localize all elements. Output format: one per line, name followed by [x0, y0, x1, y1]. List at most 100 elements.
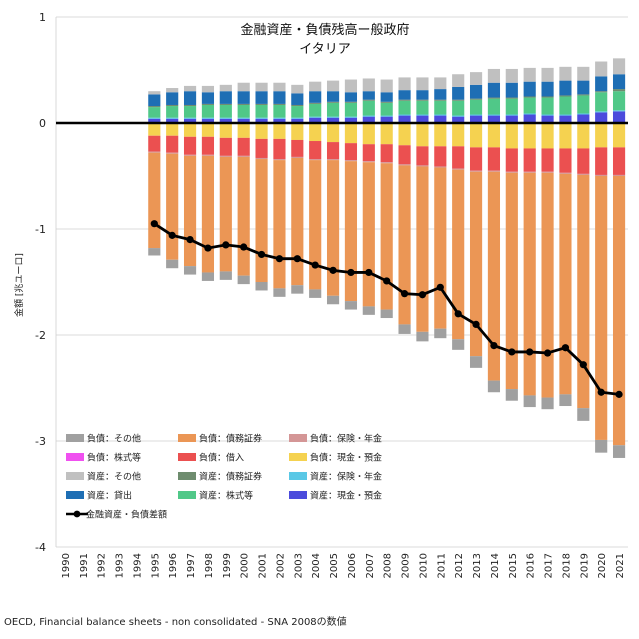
bar-segment	[362, 116, 375, 123]
bar-segment	[201, 118, 215, 123]
bar-segment	[469, 356, 483, 368]
bar-segment	[380, 79, 393, 93]
bar-segment	[434, 328, 447, 339]
bar-segment	[255, 282, 268, 291]
bar-segment	[344, 123, 358, 144]
bar-segment	[309, 159, 322, 161]
y-axis-label: 金額 [兆ユーロ]	[13, 253, 25, 317]
bar-segment	[577, 94, 590, 96]
bar-segment	[201, 117, 215, 119]
bar-segment	[434, 99, 447, 101]
legend-swatch	[289, 472, 307, 480]
bar-segment	[398, 165, 411, 325]
bar-segment	[469, 98, 483, 100]
bar-segment	[219, 104, 232, 118]
bar-segment	[219, 103, 232, 105]
bar-segment	[612, 147, 626, 175]
net-line-point	[347, 268, 355, 277]
bar-segment	[559, 123, 572, 149]
bar-segment	[362, 161, 375, 163]
x-tick-label: 2006	[347, 553, 358, 578]
bar-segment	[148, 151, 161, 153]
bar-segment	[166, 117, 179, 119]
x-tick-label: 2009	[401, 553, 412, 578]
bar-segment	[541, 115, 554, 123]
bar-segment	[291, 139, 304, 157]
bar-segment	[452, 100, 465, 116]
bar-segment	[434, 167, 447, 329]
bar-segment	[416, 77, 429, 91]
net-line-point	[293, 255, 301, 263]
bar-segment	[219, 156, 232, 272]
x-tick-label: 1996	[168, 553, 179, 578]
bar-segment	[416, 146, 429, 166]
bar-segment	[273, 104, 286, 118]
bar-segment	[577, 114, 590, 123]
legend-label: 金融資産・負債差額	[86, 509, 167, 521]
bar-segment	[237, 117, 250, 119]
bar-segment	[398, 77, 411, 91]
bar-segment	[291, 84, 304, 94]
bar-segment	[541, 148, 554, 172]
bar-segment	[201, 123, 215, 137]
x-tick-label: 2021	[615, 553, 626, 578]
x-tick-label: 2019	[579, 553, 590, 578]
bar-segment	[148, 94, 161, 107]
bar-segment	[487, 170, 501, 172]
bar-segment	[559, 173, 572, 395]
bar-segment	[362, 123, 375, 145]
bar-segment	[559, 66, 572, 81]
bar-segment	[398, 99, 411, 101]
x-tick-label: 1995	[150, 553, 161, 578]
bar-segment	[612, 176, 626, 446]
x-tick-label: 2016	[526, 553, 537, 578]
bar-segment	[434, 123, 447, 147]
bar-segment	[416, 165, 429, 167]
bar-segment	[183, 117, 197, 119]
bar-segment	[344, 117, 358, 123]
bar-segment	[612, 174, 626, 176]
bar-segment	[237, 104, 250, 118]
legend-label: 負債：保険・年金	[310, 433, 382, 445]
bar-segment	[273, 103, 286, 105]
bar-segment	[523, 67, 536, 82]
bar-segment	[362, 91, 375, 100]
bar-segment	[326, 91, 340, 102]
bar-segment	[416, 90, 429, 100]
bar-segment	[362, 100, 375, 116]
bar-segment	[541, 397, 554, 410]
bar-segment	[452, 123, 465, 147]
bar-segment	[255, 157, 268, 160]
bar-segment	[183, 155, 197, 267]
y-tick-label: 0	[39, 117, 46, 130]
bar-segment	[434, 77, 447, 90]
legend-label: 負債：その他	[87, 433, 141, 445]
bar-segment	[416, 166, 429, 332]
bar-segment	[398, 115, 411, 123]
bar-segment	[148, 118, 161, 123]
bar-segment	[398, 123, 411, 146]
bar-segment	[434, 100, 447, 115]
bar-segment	[166, 152, 179, 154]
bar-segment	[219, 117, 232, 119]
bar-segment	[452, 74, 465, 87]
bar-segment	[505, 123, 518, 149]
bar-segment	[595, 76, 608, 92]
bar-segment	[183, 85, 197, 92]
x-tick-label: 2020	[597, 553, 608, 578]
bar-segment	[577, 174, 590, 409]
bar-segment	[523, 172, 536, 396]
legend-label: 負債：現金・預金	[310, 452, 382, 464]
net-line-point	[365, 268, 373, 277]
legend-label: 資産：保険・年金	[310, 471, 382, 483]
x-tick-label: 1993	[115, 553, 126, 578]
bar-segment	[255, 138, 268, 158]
bar-segment	[416, 331, 429, 342]
bar-segment	[148, 91, 161, 95]
legend-swatch	[289, 491, 307, 499]
y-tick-label: -4	[35, 541, 46, 554]
bar-segment	[183, 91, 197, 105]
bar-segment	[380, 144, 393, 163]
bar-segment	[326, 101, 340, 103]
net-line-point	[543, 349, 552, 357]
